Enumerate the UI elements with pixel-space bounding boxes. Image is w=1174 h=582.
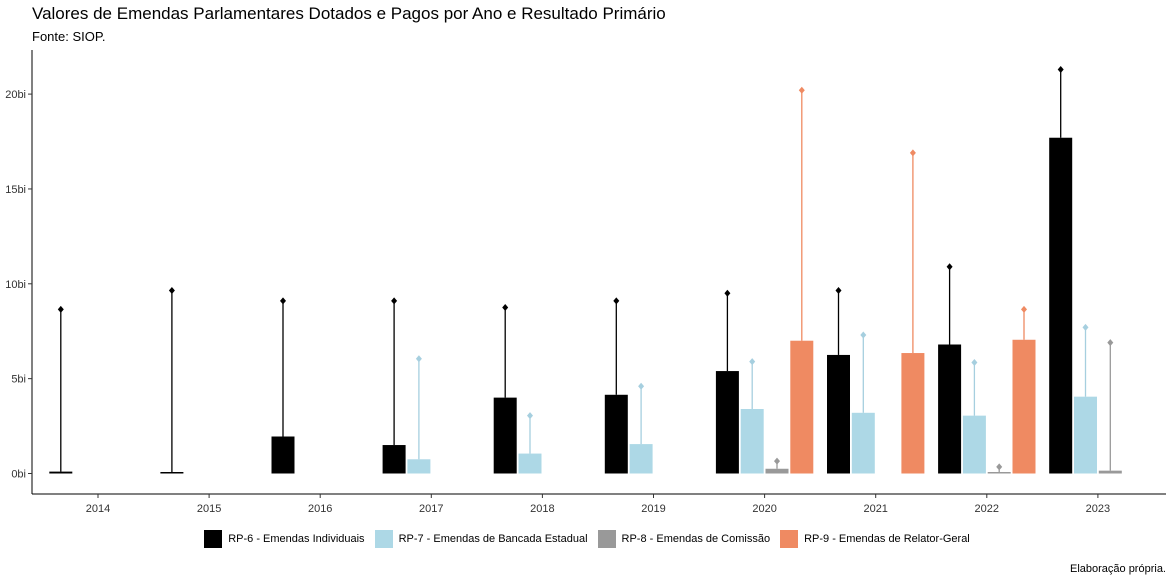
x-tick-label: 2021 <box>863 503 887 515</box>
legend-item-s2: RP-7 - Emendas de Bancada Estadual <box>374 530 588 548</box>
chart-title: Valores de Emendas Parlamentares Dotados… <box>32 4 666 23</box>
bar-paid-2022-s1 <box>938 344 962 474</box>
point-dotado-2015-s1 <box>168 286 175 294</box>
point-dotado-2018-s2 <box>527 412 533 420</box>
legend-item-s1: RP-6 - Emendas Individuais <box>204 530 365 548</box>
bar-paid-2023-s2 <box>1074 396 1097 474</box>
point-dotado-2020-s2 <box>749 358 756 366</box>
x-tick-label: 2018 <box>530 503 554 515</box>
chart-legend: RP-6 - Emendas Individuais RP-7 - Emendas… <box>0 530 1174 548</box>
point-dotado-2022-s3 <box>996 463 1003 471</box>
y-tick-label: 0bi <box>11 469 26 481</box>
y-tick-label: 20bi <box>5 89 26 101</box>
y-tick-label: 10bi <box>5 279 26 291</box>
legend-swatch <box>597 530 616 548</box>
bar-paid-2019-s2 <box>629 444 653 474</box>
point-dotado-2020-s1 <box>724 289 731 297</box>
point-dotado-2023-s2 <box>1082 323 1089 331</box>
bar-paid-2022-s3 <box>987 472 1011 474</box>
point-dotado-2021-s2 <box>860 331 867 339</box>
point-dotado-2018-s1 <box>502 304 509 312</box>
point-dotado-2014-s1 <box>57 305 64 313</box>
x-tick-label: 2022 <box>975 503 999 515</box>
x-tick-label: 2023 <box>1086 503 1110 515</box>
bar-paid-2021-s2 <box>851 412 875 474</box>
legend-label: RP-6 - Emendas Individuais <box>228 533 365 545</box>
bar-paid-2018-s1 <box>493 397 517 474</box>
legend-swatch <box>780 530 799 548</box>
legend-item-s4: RP-9 - Emendas de Relator-Geral <box>780 530 970 548</box>
chart-caption: Elaboração própria. <box>1069 563 1166 575</box>
legend-label: RP-9 - Emendas de Relator-Geral <box>804 533 970 545</box>
x-tick-label: 2019 <box>641 503 665 515</box>
bar-paid-2020-s3 <box>765 468 789 474</box>
x-tick-label: 2016 <box>308 503 332 515</box>
x-tick-label: 2015 <box>197 503 221 515</box>
point-dotado-2019-s1 <box>613 297 620 305</box>
x-tick-label: 2020 <box>752 503 776 515</box>
point-dotado-2017-s2 <box>415 355 422 363</box>
point-dotado-2023-s1 <box>1057 65 1064 73</box>
bar-paid-2019-s1 <box>604 394 628 474</box>
bar-paid-2021-s1 <box>827 354 850 474</box>
chart-subtitle: Fonte: SIOP. <box>32 29 106 44</box>
bar-paid-2017-s1 <box>382 445 406 474</box>
bar-paid-2014-s1 <box>49 471 73 474</box>
legend-label: RP-7 - Emendas de Bancada Estadual <box>398 533 588 545</box>
legend-label: RP-8 - Emendas de Comissão <box>621 533 771 545</box>
point-dotado-2020-s3 <box>774 457 780 465</box>
bar-paid-2020-s1 <box>715 371 739 474</box>
point-dotado-2021-s4 <box>909 149 916 157</box>
point-dotado-2017-s1 <box>391 297 398 305</box>
bar-paid-2022-s2 <box>962 415 986 474</box>
legend-swatch <box>374 530 393 548</box>
point-dotado-2023-s3 <box>1107 339 1114 347</box>
legend-item-s3: RP-8 - Emendas de Comissão <box>597 530 771 548</box>
bar-paid-2017-s2 <box>407 459 431 474</box>
bar-paid-2023-s3 <box>1098 470 1122 474</box>
y-tick-label: 15bi <box>5 184 26 196</box>
point-dotado-2019-s2 <box>638 382 645 390</box>
legend-swatch <box>204 530 223 548</box>
point-dotado-2021-s1 <box>835 286 842 294</box>
bar-paid-2021-s4 <box>901 353 925 474</box>
bar-paid-2020-s4 <box>790 340 814 474</box>
point-dotado-2020-s4 <box>798 86 805 94</box>
x-tick-label: 2014 <box>86 503 110 515</box>
bar-paid-2016-s1 <box>271 436 295 474</box>
x-tick-label: 2017 <box>419 503 443 515</box>
bar-paid-2022-s4 <box>1012 339 1036 474</box>
chart-plot: 0bi 5bi 10bi 15bi 20bi 2014 2015 2016 2017 2018 20… <box>5 50 1166 515</box>
bar-paid-2018-s2 <box>518 453 542 474</box>
bar-paid-2020-s2 <box>740 409 764 474</box>
bar-paid-2023-s1 <box>1049 137 1073 474</box>
y-tick-label: 5bi <box>11 374 26 386</box>
point-dotado-2022-s4 <box>1021 305 1027 313</box>
point-dotado-2022-s2 <box>971 359 978 367</box>
point-dotado-2016-s1 <box>280 297 286 305</box>
point-dotado-2022-s1 <box>946 263 953 271</box>
